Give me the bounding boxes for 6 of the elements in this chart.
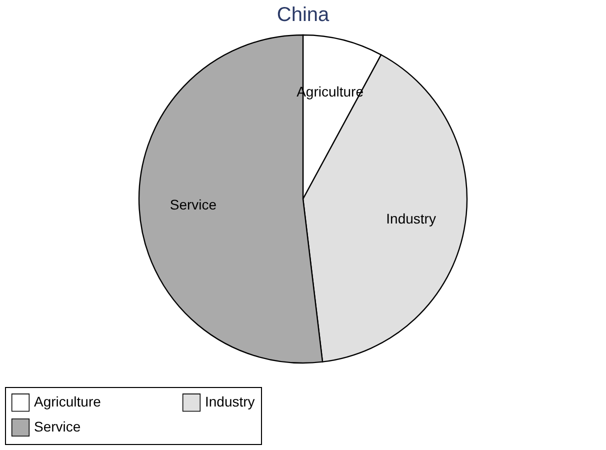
legend-label: Industry bbox=[205, 394, 255, 410]
chart-title: China bbox=[276, 4, 330, 26]
slice-label: Service bbox=[170, 196, 217, 213]
legend-label: Agriculture bbox=[34, 394, 102, 410]
legend-label: Service bbox=[34, 418, 81, 434]
slice-label: Industry bbox=[386, 210, 436, 227]
